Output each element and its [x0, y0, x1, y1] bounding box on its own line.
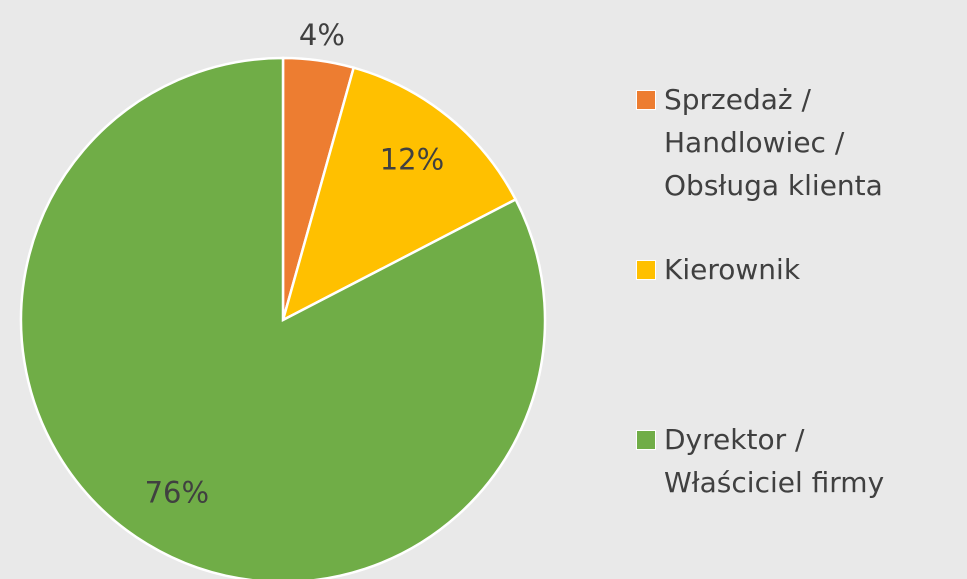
pie-slice — [19, 56, 547, 579]
legend-swatch — [636, 90, 656, 110]
legend-item: Kierownik — [636, 248, 956, 291]
legend-item: Sprzedaż / Handlowiec / Obsługa klienta — [636, 78, 956, 207]
legend-swatch — [636, 260, 656, 280]
data-label: 76% — [145, 476, 209, 510]
legend-item: Dyrektor / Właściciel firmy — [636, 418, 956, 504]
legend-label: Dyrektor / Właściciel firmy — [664, 423, 885, 499]
data-label: 12% — [380, 142, 444, 176]
legend-swatch — [636, 430, 656, 450]
pie-slice — [281, 66, 518, 323]
legend-label: Kierownik — [664, 253, 801, 286]
data-label: 4% — [299, 18, 345, 52]
legend-label: Sprzedaż / Handlowiec / Obsługa klienta — [664, 83, 883, 202]
